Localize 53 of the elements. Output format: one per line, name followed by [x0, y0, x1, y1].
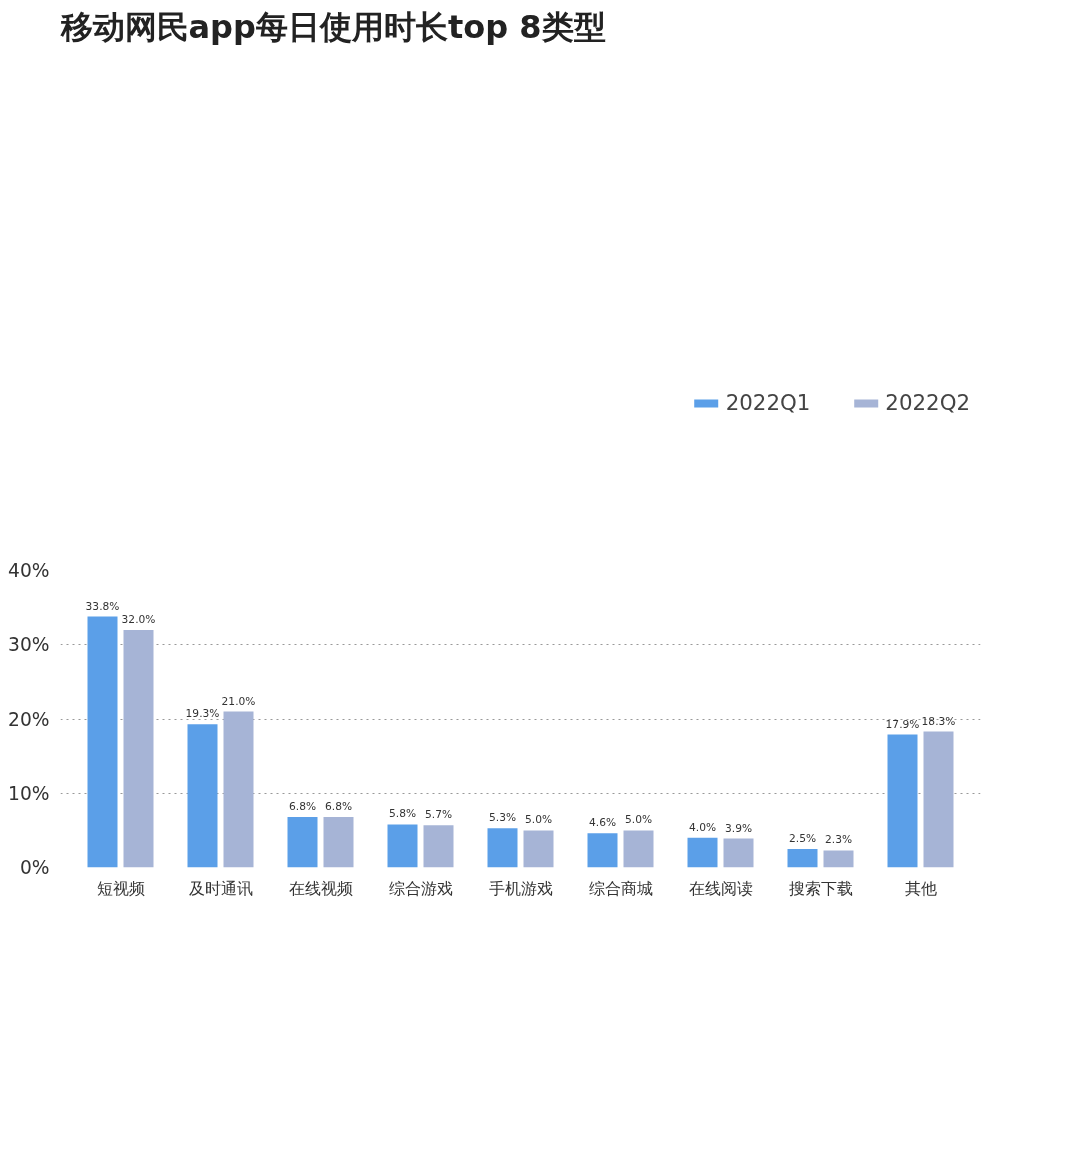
- data-label: 5.8%: [388, 807, 417, 821]
- data-label: 5.0%: [624, 813, 653, 827]
- y-tick-label: 10%: [8, 782, 50, 804]
- data-label: 18.3%: [921, 714, 956, 728]
- bar: [587, 833, 618, 868]
- bar: [387, 824, 418, 868]
- data-label: 19.3%: [185, 707, 220, 721]
- bar: [187, 724, 218, 868]
- legend-label: 2022Q2: [885, 390, 970, 415]
- data-label: 32.0%: [121, 612, 156, 626]
- data-label: 2.5%: [788, 831, 817, 845]
- data-label: 3.9%: [724, 821, 753, 835]
- legend-label: 2022Q1: [725, 390, 811, 415]
- data-label: 5.0%: [524, 813, 553, 827]
- data-label: 6.8%: [288, 800, 317, 814]
- x-tick-label: 手机游戏: [488, 878, 553, 898]
- bar: [287, 817, 318, 868]
- bar: [823, 850, 854, 868]
- x-tick-label: 搜索下载: [788, 878, 853, 898]
- data-label: 4.0%: [688, 820, 717, 834]
- data-label: 5.7%: [424, 808, 453, 822]
- x-tick-label: 综合商城: [588, 878, 653, 898]
- data-label: 4.6%: [588, 816, 617, 830]
- bar: [223, 711, 254, 868]
- bar: [887, 734, 918, 868]
- x-tick-label: 其他: [904, 878, 937, 898]
- chart-title: 移动网民app每日使用时长top 8类型: [59, 7, 606, 46]
- bar: [923, 731, 954, 868]
- bar: [323, 817, 354, 868]
- x-tick-label: 在线阅读: [688, 878, 753, 898]
- y-tick-label: 20%: [8, 708, 50, 730]
- data-label: 17.9%: [885, 717, 920, 731]
- x-tick-label: 短视频: [96, 878, 145, 898]
- data-label: 21.0%: [221, 694, 256, 708]
- bar: [423, 825, 454, 868]
- bar: [687, 837, 718, 868]
- data-label: 5.3%: [488, 811, 517, 825]
- y-tick-label: 40%: [8, 560, 50, 581]
- y-tick-label: 30%: [8, 634, 50, 656]
- bar: [787, 848, 818, 868]
- data-label: 6.8%: [324, 800, 353, 814]
- bar: [487, 828, 518, 868]
- bar: [623, 830, 654, 868]
- bar: [123, 629, 154, 868]
- x-tick-label: 及时通讯: [188, 878, 253, 898]
- bar: [523, 830, 554, 868]
- y-tick-label: 0%: [19, 857, 50, 878]
- data-label: 2.3%: [824, 833, 853, 847]
- data-label: 33.8%: [85, 599, 120, 613]
- bar: [87, 616, 118, 868]
- x-tick-label: 在线视频: [288, 878, 353, 898]
- x-tick-label: 综合游戏: [388, 878, 453, 898]
- bar: [723, 838, 754, 868]
